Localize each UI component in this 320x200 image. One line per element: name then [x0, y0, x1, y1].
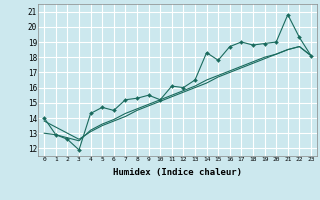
X-axis label: Humidex (Indice chaleur): Humidex (Indice chaleur): [113, 168, 242, 177]
